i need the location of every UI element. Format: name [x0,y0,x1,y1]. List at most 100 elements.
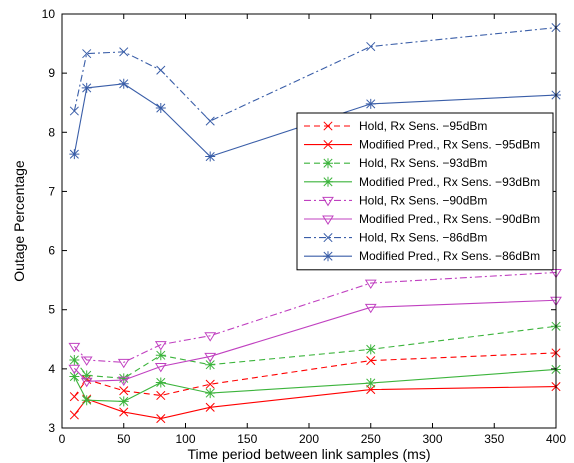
data-point [82,49,92,59]
x-axis-ticks: 0 50 100 150 200 250 300 350 400 [59,14,566,446]
data-point [205,151,216,162]
x-axis-label: Time period between link samples (ms) [187,446,430,462]
legend-entry: Modified Pred., Rx Sens. −86dBm [304,249,540,263]
y-axis-label: Outage Percentage [11,160,27,282]
data-point [69,410,79,420]
data-point [204,352,217,363]
data-point [69,371,80,382]
legend-marker [323,233,333,243]
y-tick-label: 3 [48,421,55,435]
data-point [69,354,80,365]
series-2 [69,382,561,424]
x-tick-label: 350 [484,432,504,446]
data-point [364,279,377,290]
data-point [68,364,81,375]
series-line [73,368,557,402]
x-tick-label: 100 [175,432,195,446]
legend-marker [323,121,333,131]
y-tick-label: 8 [48,125,55,139]
legend-entry: Modified Pred., Rx Sens. −90dBm [304,212,540,226]
data-point [366,41,376,52]
data-point [364,303,377,314]
series-6 [68,296,562,388]
series-line [73,325,557,379]
y-tick-label: 5 [48,303,55,317]
data-point [366,356,376,366]
legend-box [296,112,554,271]
legend-entry: Hold, Rx Sens. −90dBm [304,193,487,207]
x-tick-label: 150 [237,432,257,446]
data-point [80,377,93,388]
y-tick-label: 4 [48,362,55,376]
data-point [205,116,215,126]
data-point [204,332,217,342]
legend-entry: Hold, Rx Sens. −86dBm [304,231,487,245]
legend-entry: Hold, Rx Sens. −93dBm [304,156,487,170]
data-point [365,378,376,389]
data-point [81,370,92,381]
data-point [118,373,129,384]
data-point [154,362,167,373]
data-point [156,390,166,401]
legend-marker [322,215,334,225]
y-tick-label: 9 [48,66,55,80]
plot-area [68,23,562,424]
data-point [366,385,376,395]
legend-entry: Modified Pred., Rx Sens. −93dBm [304,175,540,189]
legend-label: Modified Pred., Rx Sens. −93dBm [359,175,540,189]
data-point [155,103,166,114]
data-point [118,78,129,89]
legend-marker [322,196,334,207]
data-point [117,376,130,387]
x-tick-label: 250 [361,432,381,446]
data-point [156,65,166,75]
data-point [119,386,129,396]
data-point [156,413,166,424]
data-point [69,392,79,402]
data-point [205,388,216,399]
series-line [73,27,557,122]
legend-label: Modified Pred., Rx Sens. −95dBm [359,138,540,152]
legend-entry: Modified Pred., Rx Sens. −95dBm [304,138,540,152]
data-point [154,341,167,351]
data-point [119,407,129,417]
series-5 [68,268,562,369]
legend-label: Hold, Rx Sens. −93dBm [359,156,487,170]
data-point [155,377,166,388]
legend-label: Hold, Rx Sens. −90dBm [359,193,487,207]
data-point [117,358,130,369]
series-7 [69,23,561,126]
y-tick-label: 6 [48,244,55,258]
legend-marker [323,176,333,187]
legend: Hold, Rx Sens. −95dBm Modified Pred., Rx … [296,112,554,271]
data-point [119,47,129,57]
legend-label: Modified Pred., Rx Sens. −90dBm [359,212,540,226]
data-point [365,98,376,109]
axes: 0 50 100 150 200 250 300 350 400 3 4 5 6 7 8 9 10 Time … [11,7,566,462]
legend-label: Modified Pred., Rx Sens. −86dBm [359,249,540,263]
legend-label: Hold, Rx Sens. −86dBm [359,231,487,245]
data-point [118,396,129,407]
series-8 [69,78,561,162]
x-tick-label: 50 [117,432,131,446]
legend-marker [323,251,333,262]
series-line [73,271,557,363]
series-line [73,386,557,420]
y-tick-label: 10 [42,7,56,21]
data-point [69,106,79,116]
legend-label: Hold, Rx Sens. −95dBm [359,119,487,133]
series-line [73,299,557,382]
data-point [69,149,80,160]
y-tick-label: 7 [48,184,55,198]
y-axis-ticks: 3 4 5 6 7 8 9 10 [42,7,556,435]
data-point [81,395,92,406]
data-point [155,350,166,361]
x-tick-label: 200 [299,432,319,446]
legend-marker [323,158,333,169]
data-point [68,342,81,353]
data-point [365,344,376,355]
legend-entry: Hold, Rx Sens. −95dBm [304,119,487,133]
x-tick-label: 400 [546,432,566,446]
series-4 [69,364,561,407]
